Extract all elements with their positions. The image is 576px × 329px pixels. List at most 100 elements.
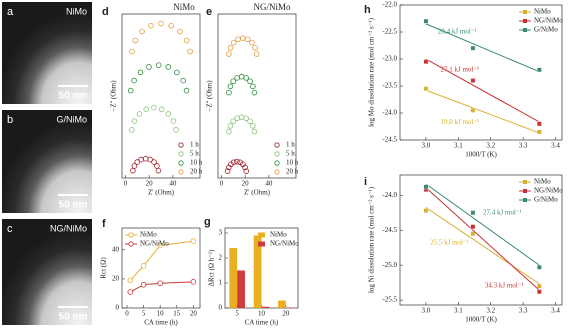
marker [423, 208, 429, 214]
marker [136, 111, 143, 117]
marker [470, 45, 476, 51]
legend-marker [274, 142, 280, 148]
legend-label: 10 h [190, 159, 203, 167]
marker [138, 156, 144, 163]
marker [243, 115, 249, 122]
marker [252, 44, 258, 51]
marker [470, 210, 476, 216]
chart-title: NG/NiMo [253, 2, 291, 12]
marker [249, 39, 255, 46]
x-axis-label: CA time (h) [144, 319, 178, 327]
panel-g: g 0 1 2 3 CA time (h) ΔRct (Ω h⁻¹) 5 10 20 NiMoNG/… [204, 216, 299, 327]
legend-marker [523, 180, 527, 184]
bar [229, 248, 238, 308]
marker [183, 87, 190, 94]
marker [470, 107, 476, 113]
marker [227, 44, 234, 51]
annotation: 20.4 kJ mol⁻¹ [438, 28, 477, 36]
annotation: 25.5 kJ mol⁻¹ [430, 238, 469, 246]
legend-label: NG/NiMo [534, 187, 563, 195]
marker [158, 20, 164, 27]
y-axis-label: −Z'' (Ohm) [206, 80, 214, 112]
legend-label: NG/NiMo [140, 240, 169, 248]
legend-label: NG/NiMo [270, 240, 299, 248]
marker [536, 289, 542, 295]
marker [155, 62, 162, 68]
marker [155, 167, 162, 174]
x-tick-label: 15 [173, 310, 181, 318]
x-tick-label: 3.2 [486, 307, 495, 315]
x-tick-label: 10 [258, 310, 266, 318]
x-tick-label: 5 [235, 310, 239, 318]
plot-frame [121, 227, 201, 309]
marker [242, 164, 248, 171]
marker [423, 59, 429, 65]
marker [131, 118, 138, 124]
marker [227, 83, 234, 90]
legend-label: 1 h [190, 141, 199, 149]
x-tick-label: 3.0 [422, 142, 431, 150]
x-tick-label: 5 [142, 310, 146, 318]
sample-name: G/NiMo [56, 114, 87, 124]
panel-e: e NG/NiMo 0 20 40Z' (Ohm) −Z'' (Ohm) 1 h5 h10 … [206, 2, 299, 197]
y-tick-label: -24.0 [382, 191, 397, 199]
scale-label: 50 nm [59, 91, 88, 102]
marker [146, 64, 152, 70]
marker [158, 106, 165, 113]
marker [230, 78, 237, 85]
x-tick-label: 3.4 [551, 307, 560, 315]
y-tick-label: -22.5 [382, 28, 397, 36]
legend-marker [523, 19, 527, 23]
x-tick-label: 0 [125, 310, 129, 318]
plot-frame [399, 4, 563, 141]
marker [234, 115, 240, 122]
legend-label: NiMo [534, 178, 551, 186]
panel-label: i [364, 176, 367, 188]
marker [536, 129, 542, 135]
marker [165, 111, 172, 117]
trend-line [425, 183, 540, 266]
marker [238, 114, 245, 121]
marker [134, 159, 141, 165]
x-tick-label: 3.3 [519, 307, 528, 315]
legend-label: G/NiMo [534, 26, 558, 34]
marker [127, 87, 134, 94]
legend-marker [274, 151, 280, 157]
marker [129, 127, 135, 133]
panel-label: e [206, 6, 212, 18]
panel-d: d NiMo 0 20 40Z' (Ohm) −Z'' (Ohm) 1 h5 h10 h20… [102, 2, 203, 197]
marker [190, 279, 197, 285]
bar [253, 235, 262, 308]
legend-marker [523, 189, 527, 193]
marker [536, 264, 542, 270]
legend-marker [128, 241, 134, 247]
x-tick-label: 40 [169, 180, 177, 188]
trend-line [425, 89, 540, 134]
x-axis-label: 1000/T (K) [465, 316, 497, 324]
y-axis-label: Rct (Ω) [100, 257, 108, 279]
annotation: 34.3 kJ mol⁻¹ [485, 282, 524, 290]
marker [234, 158, 240, 165]
panel-f: f 0 20 40 0 5 10 15 20 CA time (h) Rct (Ω) NiMoNG/N… [100, 218, 201, 327]
marker [174, 69, 180, 76]
marker [154, 163, 160, 169]
y-tick-label: 0 [116, 304, 120, 312]
x-axis-label: CA time (h) [245, 319, 279, 327]
marker [187, 48, 193, 55]
marker [168, 22, 174, 29]
x-tick-label: 3.3 [519, 142, 528, 150]
y-tick-label: -22.0 [382, 1, 397, 9]
legend-label: NiMo [270, 231, 287, 239]
marker [137, 69, 144, 76]
marker [183, 37, 190, 44]
legend-label: 5 h [286, 150, 295, 158]
y-tick-label: -24.5 [382, 136, 397, 144]
marker [151, 104, 157, 111]
x-tick-label: 20 [242, 180, 250, 188]
marker [148, 22, 154, 29]
legend-swatch [258, 232, 265, 238]
trend-line [425, 187, 540, 291]
marker [127, 289, 134, 295]
x-tick-label: 10 [157, 310, 165, 318]
x-tick-label: 3.1 [454, 142, 463, 150]
